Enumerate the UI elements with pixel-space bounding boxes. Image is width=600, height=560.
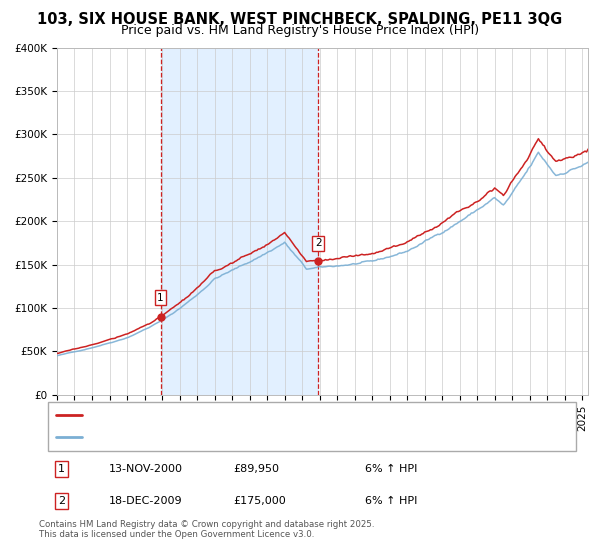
Text: 103, SIX HOUSE BANK, WEST PINCHBECK, SPALDING, PE11 3QG: 103, SIX HOUSE BANK, WEST PINCHBECK, SPA… — [37, 12, 563, 27]
Text: Price paid vs. HM Land Registry's House Price Index (HPI): Price paid vs. HM Land Registry's House … — [121, 24, 479, 37]
Text: 103, SIX HOUSE BANK, WEST PINCHBECK, SPALDING, PE11 3QG (detached house): 103, SIX HOUSE BANK, WEST PINCHBECK, SPA… — [88, 410, 514, 420]
Text: 13-NOV-2000: 13-NOV-2000 — [109, 464, 183, 474]
Text: 6% ↑ HPI: 6% ↑ HPI — [365, 464, 417, 474]
Text: HPI: Average price, detached house, South Holland: HPI: Average price, detached house, Sout… — [88, 432, 354, 442]
Text: Contains HM Land Registry data © Crown copyright and database right 2025.
This d: Contains HM Land Registry data © Crown c… — [39, 520, 374, 539]
Text: £89,950: £89,950 — [233, 464, 279, 474]
Text: 6% ↑ HPI: 6% ↑ HPI — [365, 496, 417, 506]
Text: £175,000: £175,000 — [233, 496, 286, 506]
Text: 2: 2 — [58, 496, 65, 506]
Text: 18-DEC-2009: 18-DEC-2009 — [109, 496, 182, 506]
Text: 1: 1 — [58, 464, 65, 474]
FancyBboxPatch shape — [48, 402, 576, 451]
Bar — [161, 48, 318, 395]
Text: 1: 1 — [157, 293, 164, 302]
Text: 2: 2 — [315, 239, 322, 249]
